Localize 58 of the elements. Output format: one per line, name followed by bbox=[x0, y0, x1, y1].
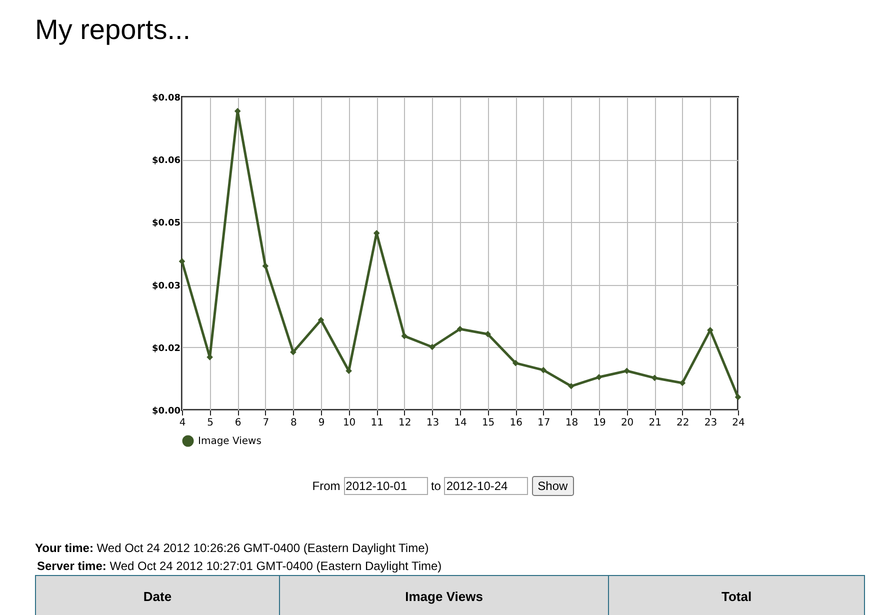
point bbox=[512, 360, 519, 366]
x-tick-label: 22 bbox=[676, 418, 690, 428]
x-tick-label: 9 bbox=[318, 418, 325, 428]
x-tick-label: 23 bbox=[704, 418, 718, 428]
point bbox=[456, 326, 464, 332]
point bbox=[568, 382, 574, 390]
x-tick-label: 19 bbox=[593, 418, 606, 428]
text: to bbox=[430, 479, 442, 493]
point bbox=[318, 316, 324, 324]
text: Date bbox=[36, 576, 280, 615]
text: 2012-10-24 bbox=[444, 477, 528, 495]
legend-label: Image Views bbox=[198, 436, 262, 447]
x-tick-label: 10 bbox=[342, 418, 356, 428]
point bbox=[429, 344, 436, 350]
x-tick-label: 17 bbox=[538, 418, 550, 428]
point bbox=[679, 380, 686, 386]
text: 2012-10-01 bbox=[344, 477, 428, 495]
point bbox=[596, 374, 602, 380]
x-tick-label: 5 bbox=[207, 418, 214, 428]
point bbox=[540, 366, 547, 374]
point bbox=[484, 330, 491, 338]
point bbox=[262, 262, 269, 270]
point bbox=[178, 258, 186, 264]
y-tick-label: $0.00 bbox=[152, 406, 180, 416]
y-tick-label: $0.03 bbox=[152, 281, 180, 292]
x-tick-label: 21 bbox=[648, 418, 662, 428]
point bbox=[734, 394, 742, 400]
point bbox=[651, 374, 658, 382]
x-tick-label: 15 bbox=[482, 418, 495, 428]
text: Image Views bbox=[280, 576, 609, 615]
text: Wed Oct 24 2012 10:27:01 GMT-0400 (Eastern Daylight Time) bbox=[110, 559, 442, 573]
x-tick-label: 14 bbox=[454, 418, 467, 428]
x-tick-label: 20 bbox=[620, 418, 634, 428]
text: Show bbox=[532, 476, 574, 496]
chart-title: My reports... bbox=[35, 14, 191, 46]
x-tick-label: 4 bbox=[179, 418, 186, 428]
x-tick-label: 16 bbox=[510, 418, 522, 428]
x-tick-label: 6 bbox=[234, 418, 242, 428]
x-tick-label: 13 bbox=[426, 418, 440, 428]
text: From bbox=[312, 479, 342, 493]
point bbox=[290, 348, 296, 356]
y-tick-label: $0.08 bbox=[152, 94, 180, 104]
text: Total bbox=[608, 576, 864, 615]
y-tick-label: $0.06 bbox=[152, 156, 180, 166]
point bbox=[624, 368, 630, 374]
x-tick-label: 8 bbox=[290, 418, 297, 428]
y-tick-label: $0.05 bbox=[152, 218, 180, 229]
x-tick-label: 24 bbox=[732, 418, 745, 428]
x-tick-label: 18 bbox=[565, 418, 578, 428]
x-tick-label: 11 bbox=[370, 418, 384, 428]
text: Server time: bbox=[37, 559, 106, 573]
text: Your time: bbox=[35, 541, 94, 555]
y-tick-label: $0.02 bbox=[152, 344, 180, 354]
point bbox=[707, 327, 714, 334]
x-tick-label: 12 bbox=[398, 418, 412, 428]
point bbox=[401, 332, 408, 340]
x-tick-label: 7 bbox=[262, 418, 270, 428]
text: Wed Oct 24 2012 10:26:26 GMT-0400 (Eastern Daylight Time) bbox=[96, 541, 429, 555]
